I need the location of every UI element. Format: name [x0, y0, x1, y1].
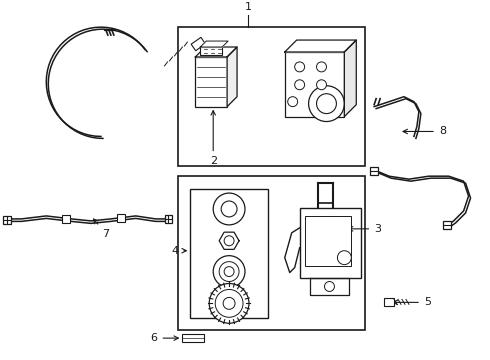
Polygon shape [285, 40, 356, 52]
Polygon shape [344, 40, 356, 117]
Circle shape [288, 97, 297, 107]
Polygon shape [196, 47, 237, 57]
Text: 7: 7 [94, 219, 109, 239]
Text: 2: 2 [210, 111, 217, 166]
Circle shape [317, 94, 337, 114]
Bar [117, 214, 125, 222]
Text: 5: 5 [393, 297, 431, 307]
Bar [190, 189, 268, 318]
Text: 3: 3 [348, 224, 381, 234]
Circle shape [294, 62, 305, 72]
Bar [182, 334, 204, 342]
Circle shape [324, 282, 335, 292]
Polygon shape [200, 41, 228, 47]
Circle shape [224, 236, 234, 246]
Bar [300, 208, 361, 278]
Bar [178, 27, 365, 166]
Circle shape [219, 262, 239, 282]
Text: 8: 8 [403, 126, 446, 136]
Polygon shape [227, 47, 237, 107]
Circle shape [209, 283, 249, 323]
Bar [191, 37, 205, 51]
Polygon shape [219, 232, 239, 249]
Circle shape [317, 80, 326, 90]
Text: 6: 6 [150, 333, 178, 343]
Bar [443, 221, 451, 229]
Bar [384, 298, 394, 306]
Bar [200, 47, 222, 55]
Circle shape [224, 267, 234, 276]
Circle shape [309, 86, 344, 122]
Circle shape [294, 80, 305, 90]
Circle shape [317, 62, 326, 72]
Bar [196, 57, 227, 107]
Circle shape [223, 297, 235, 309]
Text: 4: 4 [172, 246, 186, 256]
Bar [285, 52, 344, 117]
Circle shape [215, 289, 243, 317]
Circle shape [338, 251, 351, 265]
Bar [62, 215, 70, 223]
Bar [370, 167, 378, 175]
Bar [305, 216, 351, 266]
Bar [178, 176, 365, 330]
Circle shape [213, 256, 245, 288]
Bar [2, 216, 10, 224]
Text: 1: 1 [245, 2, 251, 12]
Circle shape [221, 201, 237, 217]
Circle shape [213, 193, 245, 225]
Bar [165, 215, 172, 223]
